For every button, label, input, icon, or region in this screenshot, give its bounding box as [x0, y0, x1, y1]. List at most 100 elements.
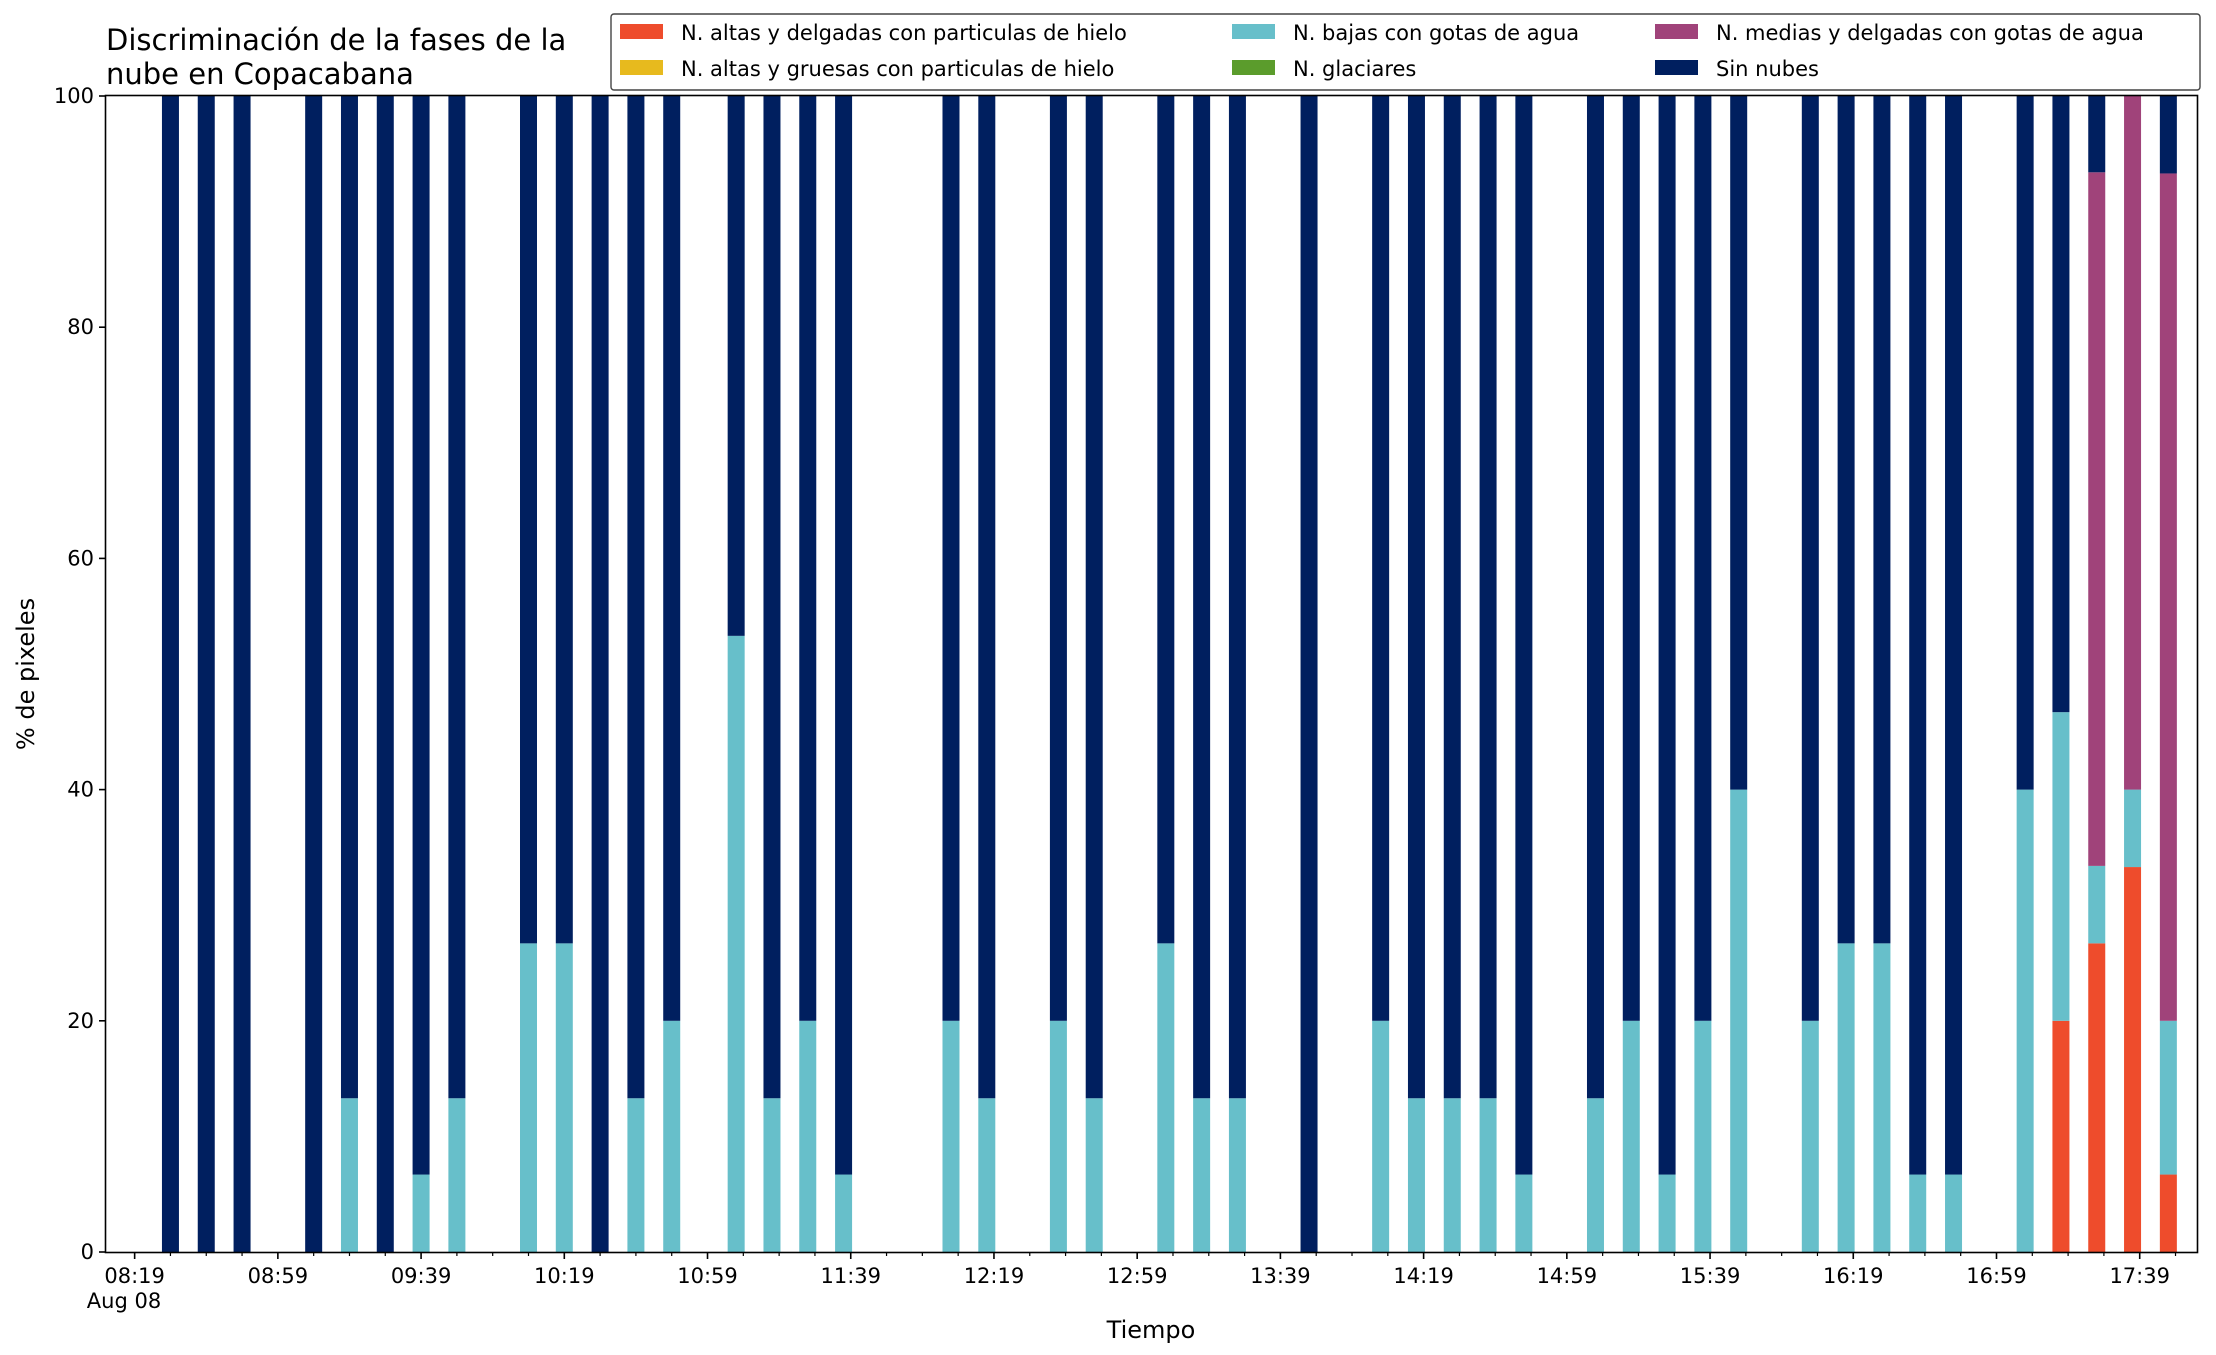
bar-segment-7-series-2 — [448, 1098, 466, 1252]
bar-segment-28-series-5 — [1479, 96, 1497, 1099]
bar-segment-10-series-5 — [591, 96, 609, 1252]
bar-segment-14-series-2 — [763, 1098, 781, 1252]
bar-segment-22-series-2 — [1193, 1098, 1211, 1252]
x-axis: 08:19 08:59 09:39 10:19 10:59 11:39 12:19 12:59… — [104, 1252, 2177, 1288]
y-tick-label: 0 — [81, 1240, 94, 1264]
bar-segment-29-series-5 — [1515, 96, 1533, 1175]
x-tick-label: 08:19 — [104, 1264, 165, 1288]
bar-segment-16-series-2 — [835, 1174, 853, 1252]
x-tick-label: 14:19 — [1393, 1264, 1454, 1288]
bar-segment-43-series-4 — [2124, 96, 2142, 790]
bar-segment-42-series-5 — [2088, 96, 2106, 173]
bar-segment-22-series-5 — [1193, 96, 1211, 1099]
legend-swatch — [1232, 24, 1275, 39]
bar-segment-21-series-2 — [1157, 943, 1175, 1252]
bar-segment-9-series-2 — [555, 943, 573, 1252]
bar-segment-41-series-0 — [2052, 1020, 2070, 1252]
bar-segment-19-series-5 — [1049, 96, 1067, 1021]
bars-layer — [161, 96, 2177, 1252]
bar-segment-1-series-5 — [197, 96, 215, 1252]
bar-segment-21-series-5 — [1157, 96, 1175, 944]
bar-segment-38-series-2 — [1909, 1174, 1927, 1252]
legend-label: N. glaciares — [1293, 57, 1416, 81]
x-tick-label: 12:19 — [964, 1264, 1025, 1288]
bar-segment-36-series-5 — [1837, 96, 1855, 944]
bar-segment-35-series-2 — [1801, 1020, 1819, 1252]
bar-segment-37-series-2 — [1873, 943, 1891, 1252]
legend-swatch — [1232, 60, 1275, 75]
legend-item: N. glaciares — [1232, 57, 1416, 81]
bar-segment-8-series-5 — [520, 96, 537, 944]
legend-label: Sin nubes — [1716, 57, 1819, 81]
y-axis-label: % de pixeles — [12, 598, 40, 750]
bar-segment-41-series-5 — [2052, 96, 2070, 713]
bar-segment-26-series-2 — [1407, 1098, 1425, 1252]
bar-segment-15-series-2 — [799, 1020, 817, 1252]
chart-title-line-2: nube en Copacabana — [106, 57, 414, 91]
y-tick-label: 100 — [54, 84, 94, 108]
x-tick-label: 13:39 — [1250, 1264, 1311, 1288]
bar-segment-0-series-5 — [161, 96, 179, 1252]
legend-label: N. altas y gruesas con particulas de hie… — [681, 57, 1114, 81]
x-tick-label: 15:39 — [1680, 1264, 1741, 1288]
bar-segment-6-series-2 — [412, 1174, 430, 1252]
bar-segment-24-series-5 — [1300, 96, 1318, 1252]
bar-segment-39-series-2 — [1945, 1174, 1963, 1252]
legend-item: N. medias y delgadas con gotas de agua — [1655, 21, 2144, 45]
bar-segment-5-series-5 — [376, 96, 394, 1252]
bar-segment-18-series-5 — [978, 96, 996, 1099]
plot-frame — [104, 94, 2199, 1254]
bar-segment-4-series-5 — [340, 96, 358, 1099]
bar-segment-34-series-5 — [1730, 96, 1748, 790]
bar-segment-31-series-5 — [1622, 96, 1640, 1021]
bar-segment-32-series-2 — [1658, 1174, 1676, 1252]
bar-segment-12-series-5 — [663, 96, 681, 1021]
bar-segment-4-series-2 — [340, 1098, 358, 1252]
x-tick-label: 09:39 — [391, 1264, 452, 1288]
bar-segment-18-series-2 — [978, 1098, 996, 1252]
bar-segment-38-series-5 — [1909, 96, 1927, 1175]
bar-segment-39-series-5 — [1945, 96, 1963, 1175]
bar-segment-11-series-5 — [627, 96, 645, 1099]
x-tick-label: 14:59 — [1537, 1264, 1598, 1288]
bar-segment-30-series-2 — [1586, 1098, 1604, 1252]
bar-segment-16-series-5 — [835, 96, 853, 1175]
bar-segment-40-series-5 — [2016, 96, 2034, 790]
bar-segment-27-series-2 — [1443, 1098, 1461, 1252]
bar-segment-19-series-2 — [1049, 1020, 1067, 1252]
legend: N. altas y delgadas con particulas de hi… — [610, 13, 2201, 91]
bar-segment-34-series-2 — [1730, 789, 1748, 1252]
x-date-label: Aug 08 — [87, 1289, 161, 1313]
bar-segment-31-series-2 — [1622, 1020, 1640, 1252]
bar-segment-25-series-5 — [1372, 96, 1390, 1021]
legend-box — [610, 13, 2201, 91]
bar-segment-43-series-2 — [2124, 789, 2142, 868]
x-tick-label: 16:59 — [1966, 1264, 2027, 1288]
x-tick-label: 12:59 — [1107, 1264, 1168, 1288]
chart-title-line-1: Discriminación de la fases de la — [106, 23, 566, 57]
bar-segment-44-series-2 — [2159, 1020, 2177, 1175]
y-axis: 0 20 40 60 80 100 — [54, 84, 106, 1264]
legend-item: N. altas y delgadas con particulas de hi… — [620, 21, 1127, 45]
x-tick-label: 10:59 — [677, 1264, 738, 1288]
bar-segment-20-series-5 — [1085, 96, 1103, 1099]
x-tick-label: 10:19 — [534, 1264, 595, 1288]
bar-segment-14-series-5 — [763, 96, 781, 1099]
bar-segment-35-series-5 — [1801, 96, 1819, 1021]
bar-segment-28-series-2 — [1479, 1098, 1497, 1252]
legend-swatch — [620, 24, 663, 39]
legend-label: N. medias y delgadas con gotas de agua — [1716, 21, 2144, 45]
bar-segment-20-series-2 — [1085, 1098, 1103, 1252]
x-tick-label: 17:39 — [2109, 1264, 2170, 1288]
bar-segment-44-series-5 — [2159, 96, 2177, 174]
legend-swatch — [620, 60, 663, 75]
bar-segment-13-series-2 — [727, 635, 745, 1252]
bar-segment-44-series-4 — [2159, 173, 2177, 1021]
y-tick-label: 20 — [67, 1009, 94, 1033]
bar-segment-23-series-2 — [1228, 1098, 1246, 1252]
x-tick-label: 16:19 — [1823, 1264, 1884, 1288]
legend-item: N. altas y gruesas con particulas de hie… — [620, 57, 1114, 81]
bar-segment-15-series-5 — [799, 96, 817, 1021]
bar-segment-29-series-2 — [1515, 1174, 1533, 1252]
legend-swatch — [1655, 60, 1698, 75]
